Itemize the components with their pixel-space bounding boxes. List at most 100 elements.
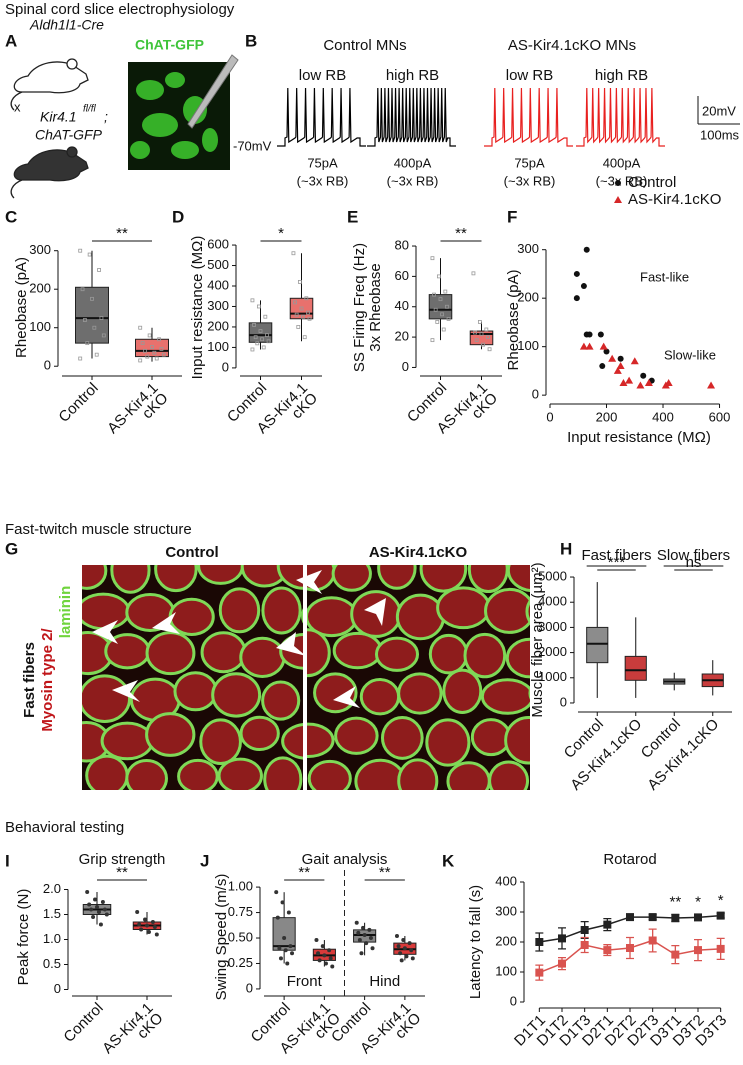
y-tick-label: 400 bbox=[495, 873, 517, 888]
muscle-fiber bbox=[82, 565, 108, 590]
y-tick-label: 2.0 bbox=[43, 881, 61, 896]
panel-letter: A bbox=[5, 31, 17, 50]
mouse-white bbox=[10, 58, 89, 111]
y-axis-label: SS Firing Freq (Hz) bbox=[351, 243, 368, 372]
trace-note: (~3x RB) bbox=[297, 173, 349, 188]
muscle-image bbox=[307, 565, 530, 790]
trace-current: 400pA bbox=[394, 155, 432, 170]
data-point bbox=[583, 246, 590, 253]
muscle-fiber bbox=[505, 637, 530, 679]
data-point bbox=[307, 316, 312, 321]
panel-letter: J bbox=[200, 851, 209, 870]
data-point bbox=[636, 381, 645, 389]
data-point bbox=[274, 890, 279, 895]
y-tick-label: 1.5 bbox=[43, 906, 61, 921]
data-point bbox=[250, 298, 255, 303]
mouse-line-superscript: fl/fl bbox=[83, 104, 97, 115]
data-point bbox=[630, 357, 639, 365]
data-point bbox=[99, 316, 104, 320]
data-point bbox=[317, 958, 322, 963]
panel-letter: G bbox=[5, 539, 18, 558]
y-tick-label: 4000 bbox=[538, 594, 567, 609]
data-point bbox=[579, 342, 588, 350]
data-point bbox=[286, 910, 291, 915]
significance-label: *** bbox=[608, 554, 626, 571]
data-point bbox=[370, 946, 375, 951]
data-point bbox=[357, 938, 362, 943]
data-point bbox=[92, 325, 97, 330]
muscle-fiber bbox=[506, 565, 530, 593]
mouse-line-separator: ; bbox=[104, 109, 108, 125]
data-point bbox=[146, 930, 151, 934]
data-point bbox=[440, 312, 445, 317]
voltage-trace bbox=[576, 87, 665, 147]
data-point bbox=[78, 356, 83, 361]
data-point bbox=[266, 339, 271, 344]
y-tick-label: 0 bbox=[54, 981, 61, 996]
trace-note: (~3x RB) bbox=[596, 173, 648, 188]
data-point bbox=[277, 946, 282, 951]
annotation: Fast-like bbox=[640, 269, 689, 284]
data-point bbox=[486, 335, 490, 339]
data-point bbox=[644, 379, 653, 387]
muscle-fiber bbox=[446, 761, 491, 790]
data-point bbox=[98, 922, 103, 927]
data-point bbox=[616, 362, 625, 370]
muscle-fiber bbox=[332, 631, 383, 670]
data-point bbox=[671, 950, 680, 959]
muscle-fiber bbox=[261, 586, 302, 635]
trace-label: high RB bbox=[386, 67, 439, 84]
significance-label: * bbox=[695, 893, 701, 910]
y-tick-label: 80 bbox=[395, 237, 409, 252]
muscle-fiber bbox=[217, 757, 263, 790]
trace-current: 75pA bbox=[514, 155, 545, 170]
panel-letter: F bbox=[507, 207, 517, 226]
trace-note: (~3x RB) bbox=[387, 173, 439, 188]
data-point bbox=[409, 948, 414, 953]
data-point bbox=[252, 323, 256, 327]
muscle-fiber bbox=[85, 754, 129, 790]
data-point bbox=[85, 341, 90, 346]
legend-label: AS-Kir4.1cKO bbox=[628, 191, 721, 208]
y-tick-label: 1.00 bbox=[228, 879, 253, 894]
data-point bbox=[359, 951, 364, 956]
data-point bbox=[290, 951, 295, 956]
panel-letter: C bbox=[5, 207, 17, 226]
data-point bbox=[617, 355, 624, 362]
data-point bbox=[479, 332, 484, 336]
data-point bbox=[261, 345, 266, 350]
data-point bbox=[89, 907, 94, 912]
data-point bbox=[364, 941, 369, 946]
y-tick-label: 500 bbox=[207, 257, 229, 272]
data-point bbox=[138, 358, 143, 363]
data-point bbox=[154, 356, 159, 361]
data-point bbox=[471, 271, 476, 276]
data-point bbox=[330, 964, 335, 969]
data-point bbox=[159, 346, 164, 351]
data-point bbox=[573, 270, 580, 277]
data-point bbox=[263, 314, 268, 319]
muscle-fiber bbox=[307, 628, 331, 678]
data-point bbox=[285, 961, 290, 966]
data-point bbox=[535, 968, 544, 977]
y-axis-label: Muscle fiber area (µm²) bbox=[529, 562, 546, 717]
data-point bbox=[314, 938, 319, 943]
data-point bbox=[404, 954, 409, 959]
muscle-fiber bbox=[419, 565, 468, 593]
data-point bbox=[603, 920, 612, 929]
data-point bbox=[100, 900, 105, 904]
muscle-fiber bbox=[442, 668, 483, 714]
muscle-fiber bbox=[334, 716, 379, 755]
y-tick-label: 100 bbox=[207, 339, 229, 354]
significance-label: ns bbox=[686, 554, 702, 571]
y-tick-label: 100 bbox=[495, 963, 517, 978]
data-point bbox=[294, 312, 299, 317]
muscle-fiber bbox=[177, 758, 219, 790]
cross-symbol: x bbox=[14, 99, 21, 114]
data-point bbox=[280, 900, 285, 905]
data-point bbox=[368, 936, 373, 941]
data-point bbox=[694, 946, 702, 955]
panel-letter: I bbox=[5, 851, 10, 870]
y-tick-label: 0.5 bbox=[43, 956, 61, 971]
data-point bbox=[430, 256, 435, 261]
